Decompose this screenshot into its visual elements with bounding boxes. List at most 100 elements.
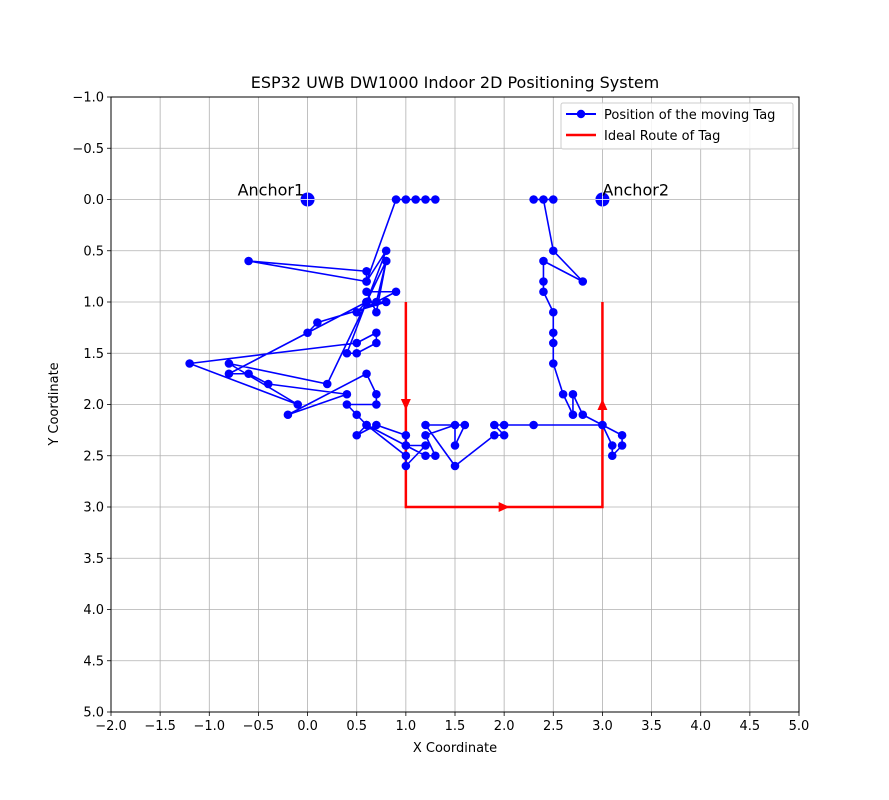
tag-position-point	[460, 420, 470, 430]
tag-position-point	[362, 287, 371, 297]
y-tick-label: 0.0	[83, 193, 104, 208]
tag-position-point	[607, 441, 617, 450]
tag-position-point	[539, 195, 548, 204]
tag-position-point	[568, 389, 578, 399]
tag-position-point	[372, 400, 381, 409]
tag-position-point	[490, 430, 499, 440]
tag-position-point	[362, 277, 371, 286]
tag-position-point	[539, 287, 548, 297]
tag-path-line	[188, 198, 623, 467]
tag-position-point	[352, 430, 362, 440]
tag-position-point	[342, 389, 352, 399]
tag-position-point	[421, 195, 430, 204]
x-axis-label: X Coordinate	[413, 741, 497, 756]
tag-position-point	[548, 246, 558, 256]
tag-position-point	[421, 430, 430, 440]
y-tick-label: 5.0	[83, 706, 104, 721]
tag-position-point	[342, 348, 352, 358]
tag-position-point	[607, 451, 617, 461]
y-tick-label: 3.0	[83, 501, 104, 516]
tag-position-point	[450, 441, 460, 450]
tag-position-point	[558, 389, 568, 399]
tag-position-point	[303, 328, 312, 338]
x-tick-label: 3.0	[592, 719, 613, 734]
tag-position-point	[391, 287, 401, 297]
tag-position-point	[381, 246, 391, 256]
legend-route-label: Ideal Route of Tag	[604, 129, 720, 144]
x-tick-label: −2.0	[95, 719, 127, 734]
y-tick-label: 4.5	[83, 654, 104, 669]
tag-position-point	[283, 410, 293, 420]
tag-position-point	[352, 410, 362, 420]
tag-position-point	[244, 256, 253, 266]
tag-position-point	[548, 195, 558, 204]
tag-position-point	[401, 461, 411, 471]
y-tick-label: 0.5	[83, 244, 104, 259]
ideal-route-arrow	[597, 399, 608, 410]
y-tick-label: 2.5	[83, 449, 104, 464]
x-tick-label: 4.5	[740, 719, 761, 734]
tag-position-point	[548, 307, 558, 317]
tag-position-point	[401, 195, 411, 204]
y-tick-label: 3.5	[83, 552, 104, 567]
x-tick-label: 0.0	[297, 719, 318, 734]
tag-position-point	[352, 348, 362, 358]
x-tick-label: 3.5	[641, 719, 662, 734]
tag-position-point	[431, 451, 440, 461]
tag-position-point	[342, 400, 352, 409]
x-tick-label: 1.5	[445, 719, 466, 734]
tag-position-point	[598, 420, 607, 430]
tag-position-point	[411, 195, 420, 204]
tag-position-point	[548, 328, 558, 338]
tag-position-point	[372, 338, 381, 348]
y-tick-label: 4.0	[83, 603, 104, 618]
y-tick-label: 2.0	[83, 398, 104, 413]
tag-position-point	[244, 369, 253, 379]
x-tick-label: 2.0	[494, 719, 515, 734]
axis-ticks: −2.0 −1.5 −1.0 −0.5 0.0 0.5 1.0 1.5 2.0 2.5 3.0 3.5…	[72, 91, 809, 735]
tag-position-point	[548, 359, 558, 368]
tag-position-point	[450, 461, 460, 471]
legend-tag-label: Position of the moving Tag	[604, 108, 775, 123]
tag-position-point	[421, 441, 430, 450]
x-tick-label: 4.0	[690, 719, 711, 734]
tag-position-point	[421, 420, 430, 430]
anchor-label: Anchor1	[238, 181, 305, 200]
y-tick-label: 1.5	[83, 347, 104, 362]
tag-position-point	[529, 195, 538, 204]
tag-position-point	[450, 420, 460, 430]
x-tick-label: 5.0	[789, 719, 810, 734]
tag-position-point	[578, 410, 588, 420]
tag-position-point	[381, 256, 391, 266]
x-tick-label: −1.5	[144, 719, 176, 734]
tag-position-point	[548, 338, 558, 348]
tag-position-point	[490, 420, 499, 430]
tag-position-point	[352, 338, 362, 348]
chart-title: ESP32 UWB DW1000 Indoor 2D Positioning S…	[251, 73, 660, 92]
tag-position-point	[499, 420, 509, 430]
tag-position-point	[617, 441, 627, 450]
tag-position-point	[381, 297, 391, 307]
legend-box	[560, 102, 794, 150]
x-tick-label: −0.5	[243, 719, 275, 734]
tag-position-point	[293, 400, 303, 409]
tag-position-point	[263, 379, 273, 389]
tag-position-point	[372, 328, 381, 338]
tag-position-point	[372, 307, 381, 317]
tag-position-point	[224, 359, 234, 368]
tag-position-point	[431, 195, 440, 204]
tag-position-point	[313, 318, 322, 327]
anchor-label: Anchor2	[602, 181, 669, 200]
y-tick-label: −1.0	[72, 91, 104, 106]
x-tick-label: 1.0	[396, 719, 417, 734]
legend-tag-marker	[576, 109, 586, 119]
tag-position-point	[421, 451, 430, 461]
tag-position-point	[617, 430, 627, 440]
tag-position-point	[372, 297, 381, 307]
y-tick-label: 1.0	[83, 296, 104, 311]
tag-position-point	[372, 389, 381, 399]
tag-position-point	[372, 420, 381, 430]
tag-position-point	[539, 256, 548, 266]
anchors: Anchor1 Anchor2	[238, 181, 669, 207]
y-tick-label: −0.5	[72, 142, 104, 157]
